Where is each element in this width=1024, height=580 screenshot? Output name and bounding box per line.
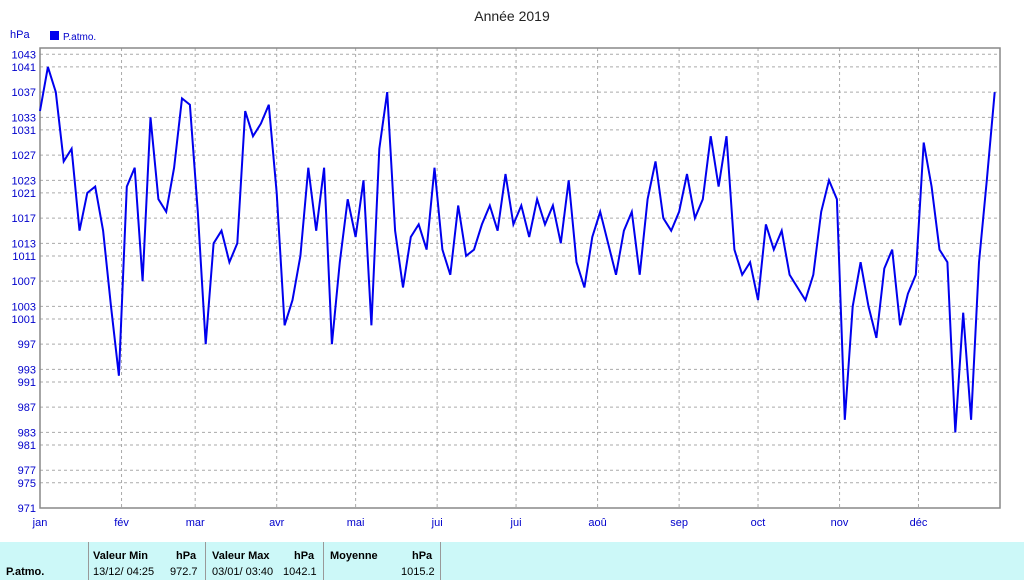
y-tick-label: 1043 (12, 49, 36, 61)
x-tick-label: aoû (588, 517, 606, 529)
x-tick-label: mai (347, 517, 365, 529)
x-tick-label: sep (670, 517, 688, 529)
x-tick-label: fév (114, 517, 129, 529)
max-date: 03/01/ 03:40 (212, 566, 274, 578)
data-line (39, 66, 996, 433)
mean-title: Moyenne (330, 550, 378, 562)
y-tick-label: 1023 (12, 175, 36, 187)
legend-label: P.atmo. (63, 32, 96, 43)
y-tick-label: 1033 (12, 112, 36, 124)
min-date: 13/12/ 04:25 (93, 566, 155, 578)
y-tick-label: 1037 (12, 87, 36, 99)
separator (323, 542, 324, 580)
y-axis-label: hPa (10, 29, 30, 41)
max-unit: hPa (294, 550, 315, 562)
min-value: 972.7 (170, 566, 198, 578)
y-tick-label: 1021 (12, 188, 36, 200)
mean-unit: hPa (412, 550, 433, 562)
y-tick-label: 1041 (12, 62, 36, 74)
y-tick-label: 987 (18, 402, 36, 414)
y-tick-label: 1003 (12, 301, 36, 313)
y-tick-label: 1007 (12, 276, 36, 288)
x-tick-label: oct (751, 517, 766, 529)
x-tick-label: jui (510, 517, 522, 529)
min-title: Valeur Min (93, 550, 149, 562)
y-tick-label: 1017 (12, 213, 36, 225)
separator (88, 542, 89, 580)
y-tick-label: 1001 (12, 314, 36, 326)
y-tick-label: 971 (18, 503, 36, 515)
x-tick-label: déc (910, 517, 928, 529)
x-tick-label: mar (186, 517, 205, 529)
row-label: P.atmo. (6, 566, 45, 578)
y-tick-label: 1027 (12, 150, 36, 162)
separator (440, 542, 441, 580)
stats-panel: P.atmo. Valeur Min hPa 13/12/ 04:25 972.… (0, 542, 1024, 580)
y-tick-label: 981 (18, 440, 36, 452)
y-tick-label: 977 (18, 465, 36, 477)
y-tick-label: 1031 (12, 125, 36, 137)
y-tick-label: 975 (18, 478, 36, 490)
min-unit: hPa (176, 550, 197, 562)
x-tick-label: jui (431, 517, 443, 529)
y-tick-label: 997 (18, 339, 36, 351)
plot-frame (39, 47, 1001, 509)
y-tick-label: 991 (18, 377, 36, 389)
max-value: 1042.1 (283, 566, 317, 578)
max-title: Valeur Max (212, 550, 270, 562)
x-tick-label: jan (32, 517, 48, 529)
y-tick-label: 983 (18, 427, 36, 439)
legend-swatch (50, 31, 59, 40)
y-tick-label: 1013 (12, 238, 36, 250)
x-tick-label: nov (831, 517, 849, 529)
x-tick-label: avr (269, 517, 285, 529)
chart-title: Année 2019 (474, 8, 550, 24)
y-tick-label: 1011 (12, 251, 36, 263)
separator (205, 542, 206, 580)
y-tick-label: 993 (18, 364, 36, 376)
mean-value: 1015.2 (401, 566, 435, 578)
